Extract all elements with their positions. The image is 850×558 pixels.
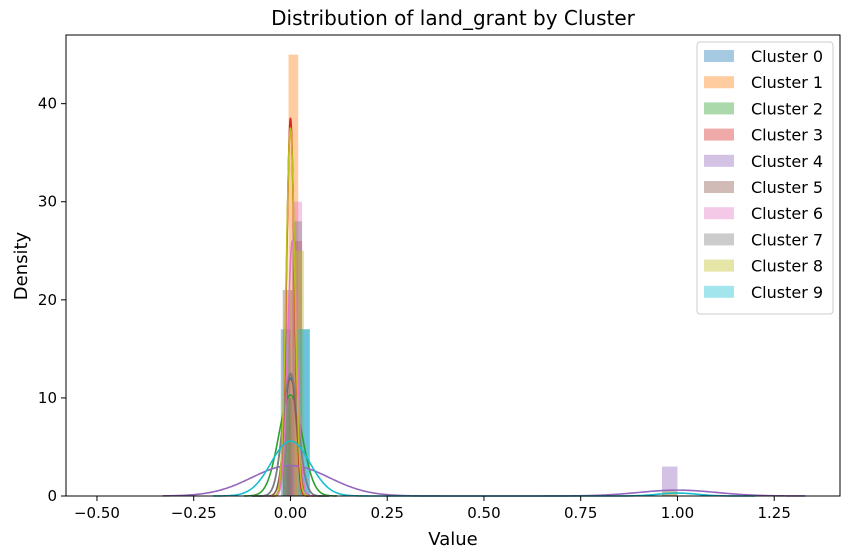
y-tick-label: 40: [38, 95, 57, 113]
legend-swatch: [704, 50, 734, 62]
legend-swatch: [704, 285, 734, 298]
chart-title: Distribution of land_grant by Cluster: [271, 6, 636, 30]
x-tick-label: −0.25: [171, 504, 217, 522]
histogram-bar: [661, 466, 678, 496]
histogram-bar: [298, 329, 310, 496]
legend-swatch: [704, 181, 734, 193]
x-axis-label: Value: [428, 529, 477, 550]
x-tick-label: −0.50: [74, 504, 120, 522]
y-axis-ticks: 0 10 20 30 40: [38, 95, 66, 505]
histogram-bars: [280, 54, 678, 497]
legend-box: [696, 41, 834, 315]
legend-swatch: [704, 154, 734, 167]
histogram-bar: [286, 466, 297, 496]
histogram-bar: [294, 250, 305, 496]
x-tick-label: 1.25: [758, 504, 791, 522]
legend: Cluster 0 Cluster 1 Cluster 2 Cluster 3 Clus…: [696, 41, 834, 315]
histogram-bar: [288, 54, 299, 497]
y-tick-label: 30: [38, 193, 57, 211]
legend-label: Cluster 2: [751, 99, 823, 118]
histogram-bar: [300, 329, 310, 496]
legend-swatch: [704, 207, 734, 220]
legend-label: Cluster 6: [751, 204, 823, 223]
legend-label: Cluster 5: [751, 178, 823, 197]
x-tick-label: 0.75: [564, 504, 597, 522]
legend-swatch: [704, 259, 734, 272]
x-tick-label: 0.25: [371, 504, 404, 522]
x-tick-label: 0.00: [274, 504, 307, 522]
plot-frame: [65, 34, 841, 497]
legend-swatch: [704, 233, 734, 246]
kde-line: [271, 127, 310, 497]
histogram-bar: [282, 397, 293, 496]
legend-label: Cluster 1: [751, 73, 823, 92]
legend-swatch: [704, 102, 734, 115]
x-tick-label: 1.00: [661, 504, 694, 522]
legend-label: Cluster 4: [751, 152, 823, 171]
x-axis-ticks: −0.50 −0.25 0.00 0.25 0.50 0.75 1.00 1.25: [74, 496, 791, 522]
y-axis-label: Density: [11, 231, 32, 300]
y-tick-label: 20: [38, 291, 57, 309]
legend-swatch: [704, 76, 734, 89]
y-tick-label: 10: [38, 389, 57, 407]
kde-line: [243, 394, 337, 497]
legend-swatch: [704, 128, 734, 141]
y-tick-label: 0: [47, 487, 57, 505]
legend-label: Cluster 7: [751, 230, 823, 249]
legend-label: Cluster 9: [751, 283, 823, 302]
x-tick-label: 0.50: [467, 504, 500, 522]
legend-label: Cluster 3: [751, 126, 823, 145]
legend-label: Cluster 0: [751, 47, 823, 66]
legend-label: Cluster 8: [751, 257, 823, 276]
